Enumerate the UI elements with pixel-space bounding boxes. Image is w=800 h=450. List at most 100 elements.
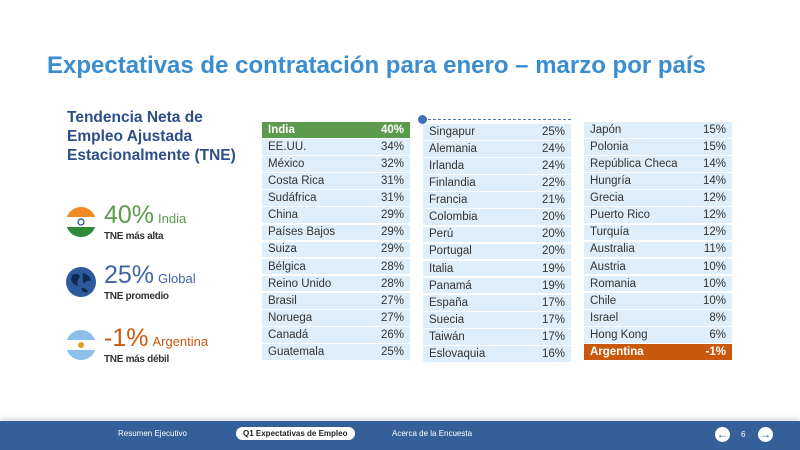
table-row: Eslovaquia 16% (423, 346, 571, 362)
country-table-3: Japón 15% Polonia 15% República Checa 14% Hung… (584, 122, 732, 361)
table-row: Hungría 14% (584, 173, 732, 189)
row-value: 17% (541, 296, 565, 309)
table-row: India 40% (262, 122, 410, 138)
table-row: Turquía 12% (584, 224, 732, 241)
row-country: Suiza (268, 243, 297, 256)
table-row: Noruega 27% (262, 310, 410, 326)
row-country: Países Bajos (268, 226, 336, 239)
row-country: Chile (590, 294, 617, 307)
argentina-flag-icon (66, 330, 96, 360)
row-value: 17% (541, 313, 565, 326)
row-value: 24% (541, 142, 565, 155)
nav-q1-expectativas[interactable]: Q1 Expectativas de Empleo (236, 427, 355, 440)
row-country: Singapur (429, 125, 476, 138)
nav-resumen-ejecutivo[interactable]: Resumen Ejecutivo (118, 429, 187, 438)
table-row: Brasil 27% (262, 292, 410, 309)
row-country: Hungría (590, 175, 631, 188)
table-row: Alemania 24% (423, 141, 571, 157)
row-country: Hong Kong (590, 328, 648, 341)
row-country: Canadá (268, 328, 309, 341)
row-value: 29% (380, 226, 404, 239)
row-country: Portugal (429, 245, 472, 258)
table-row: Japón 15% (584, 122, 732, 138)
row-country: India (268, 123, 295, 136)
table-row: Israel 8% (584, 310, 732, 326)
row-value: 16% (541, 348, 565, 361)
table-row: Puerto Rico 12% (584, 207, 732, 224)
row-value: 10% (702, 277, 726, 290)
row-value: 12% (702, 209, 726, 222)
row-value: 19% (541, 279, 565, 292)
row-value: 11% (703, 243, 726, 256)
row-value: 17% (541, 330, 565, 343)
row-country: Colombia (429, 211, 478, 224)
row-country: Panamá (429, 279, 472, 292)
row-country: Romania (590, 277, 637, 290)
divider-dot (418, 115, 427, 124)
table-row: Canadá 26% (262, 327, 410, 343)
stat-country: Argentina (152, 334, 209, 349)
row-value: 20% (541, 228, 565, 241)
subtitle: Tendencia Neta de Empleo Ajustada Estaci… (67, 109, 236, 164)
arrow-right-icon[interactable]: → (758, 427, 773, 442)
row-value: 15% (702, 140, 726, 153)
table-row: Australia 11% (584, 241, 732, 258)
table-row: EE.UU. 34% (262, 139, 410, 155)
row-country: Francia (429, 194, 468, 207)
row-country: Austria (590, 260, 626, 273)
row-value: 15% (702, 123, 726, 136)
row-value: 8% (709, 311, 726, 324)
page-number: 6 (741, 430, 746, 439)
row-country: Irlanda (429, 159, 465, 172)
arrow-left-icon[interactable]: ← (715, 427, 730, 442)
table-row: Países Bajos 29% (262, 224, 410, 241)
table-row: Chile 10% (584, 292, 732, 309)
row-value: 28% (380, 260, 404, 273)
table-row: Finlandia 22% (423, 175, 571, 191)
divider-dashed (423, 119, 571, 120)
row-value: 19% (541, 262, 565, 275)
row-value: 29% (380, 209, 404, 222)
row-value: 25% (541, 125, 565, 138)
row-value: 14% (702, 175, 726, 188)
row-country: México (268, 157, 305, 170)
table-row: Suecia 17% (423, 312, 571, 328)
row-country: Reino Unido (268, 277, 332, 290)
country-table-2: Singapur 25% Alemania 24% Irlanda 24% Finlandi… (423, 124, 571, 363)
row-country: EE.UU. (268, 140, 307, 153)
table-row: Perú 20% (423, 226, 571, 243)
row-value: 12% (702, 192, 726, 205)
row-country: Polonia (590, 140, 629, 153)
row-value: 27% (380, 294, 404, 307)
table-row: México 32% (262, 156, 410, 172)
table-row: Singapur 25% (423, 124, 571, 140)
table-row: Portugal 20% (423, 243, 571, 260)
row-country: Israel (590, 311, 619, 324)
row-value: 34% (380, 140, 404, 153)
footer-nav: Resumen Ejecutivo Q1 Expectativas de Emp… (0, 421, 800, 450)
row-value: 20% (541, 211, 565, 224)
row-country: Grecia (590, 192, 624, 205)
row-country: China (268, 209, 299, 222)
row-country: Perú (429, 228, 454, 241)
table-row: Grecia 12% (584, 190, 732, 206)
row-country: Suecia (429, 313, 465, 326)
row-value: 29% (380, 243, 404, 256)
row-value: 40% (380, 123, 404, 136)
row-country: Puerto Rico (590, 209, 651, 222)
table-row: Sudáfrica 31% (262, 190, 410, 206)
stat-value: -1% (104, 324, 149, 352)
row-value: -1% (705, 346, 726, 359)
table-row: Austria 10% (584, 258, 732, 275)
row-country: Costa Rica (268, 175, 325, 188)
nav-acerca-encuesta[interactable]: Acerca de la Encuesta (392, 429, 473, 438)
table-row: Irlanda 24% (423, 158, 571, 174)
row-value: 22% (541, 177, 565, 190)
table-row: Argentina -1% (584, 344, 732, 360)
stat-value: 25% (104, 261, 155, 289)
table-row: Italia 19% (423, 260, 571, 277)
table-row: España 17% (423, 294, 571, 311)
table-row: República Checa 14% (584, 156, 732, 172)
row-country: Argentina (590, 346, 644, 359)
row-country: Turquía (590, 226, 630, 239)
